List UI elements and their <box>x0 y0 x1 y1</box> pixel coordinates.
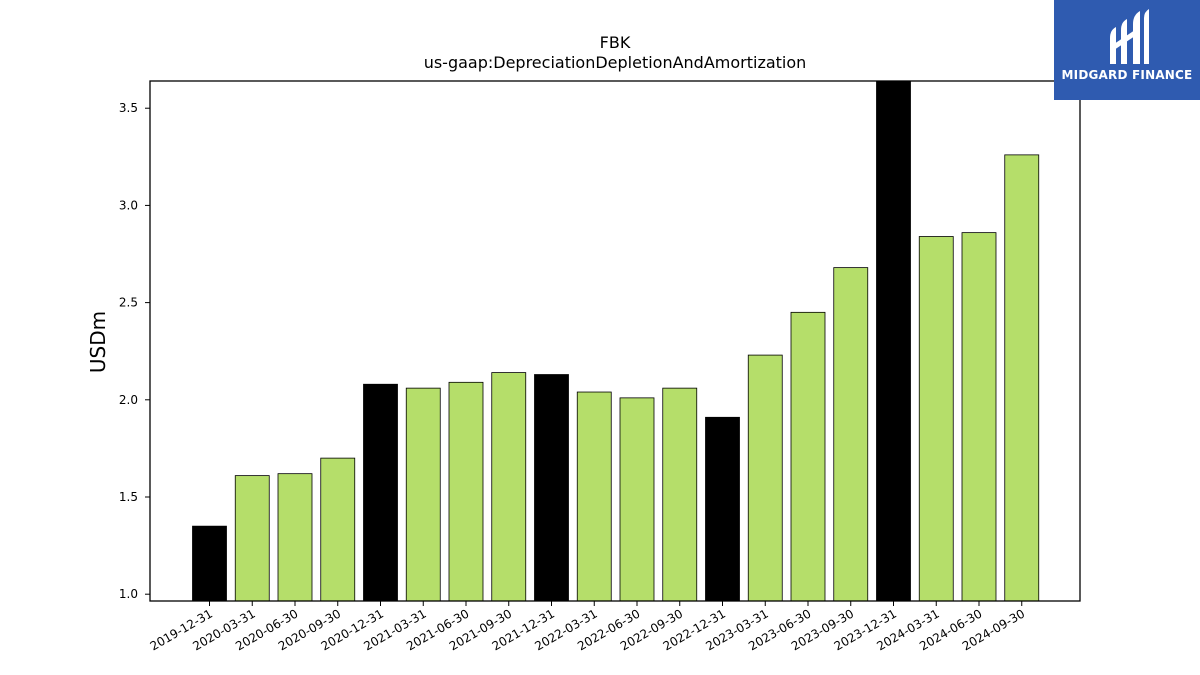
bar-2022-12-31 <box>705 416 740 602</box>
y-tick-label: 2.0 <box>119 393 138 407</box>
bar-2020-03-31 <box>234 475 270 602</box>
bar-2021-12-31 <box>534 374 569 602</box>
midgard-finance-logo: MIDGARD FINANCE <box>1054 0 1200 100</box>
y-tick-label: 3.0 <box>119 198 138 212</box>
plot-frame <box>149 80 1081 602</box>
y-tick-label: 2.5 <box>119 296 138 310</box>
y-tick-label: 3.5 <box>119 101 138 115</box>
bar-2024-03-31 <box>918 236 954 602</box>
bar-2022-06-30 <box>619 397 655 602</box>
bar-2020-09-30 <box>320 457 356 602</box>
bar-2021-09-30 <box>491 372 527 602</box>
bar-2020-06-30 <box>277 473 313 602</box>
x-ticks: 2019-12-312020-03-312020-06-302020-09-30… <box>148 601 1027 653</box>
y-tick-label: 1.0 <box>119 587 138 601</box>
chart-title: FBK <box>600 33 631 52</box>
bar-2023-09-30 <box>833 267 869 602</box>
bar-2020-12-31 <box>363 383 398 602</box>
bar-2023-12-31 <box>876 80 911 602</box>
y-tick-label: 1.5 <box>119 490 138 504</box>
bar-2024-09-30 <box>1004 154 1040 602</box>
bar-2023-06-30 <box>790 311 826 602</box>
bar-2024-06-30 <box>961 232 997 602</box>
bars-group <box>192 80 1040 602</box>
chart-subtitle: us-gaap:DepreciationDepletionAndAmortiza… <box>424 53 807 72</box>
bar-2022-03-31 <box>576 391 612 602</box>
y-axis-label: USDm <box>86 311 110 373</box>
midgard-logo-icon <box>1110 9 1149 64</box>
y-ticks: 1.0 1.5 2.0 2.5 3.0 3.5 <box>119 101 150 601</box>
bar-2021-06-30 <box>448 381 484 602</box>
bar-2019-12-31 <box>192 525 227 602</box>
logo-text: MIDGARD FINANCE <box>1061 68 1193 82</box>
bar-2023-03-31 <box>747 354 783 602</box>
bar-2021-03-31 <box>405 387 441 602</box>
bar-2022-09-30 <box>662 387 698 602</box>
